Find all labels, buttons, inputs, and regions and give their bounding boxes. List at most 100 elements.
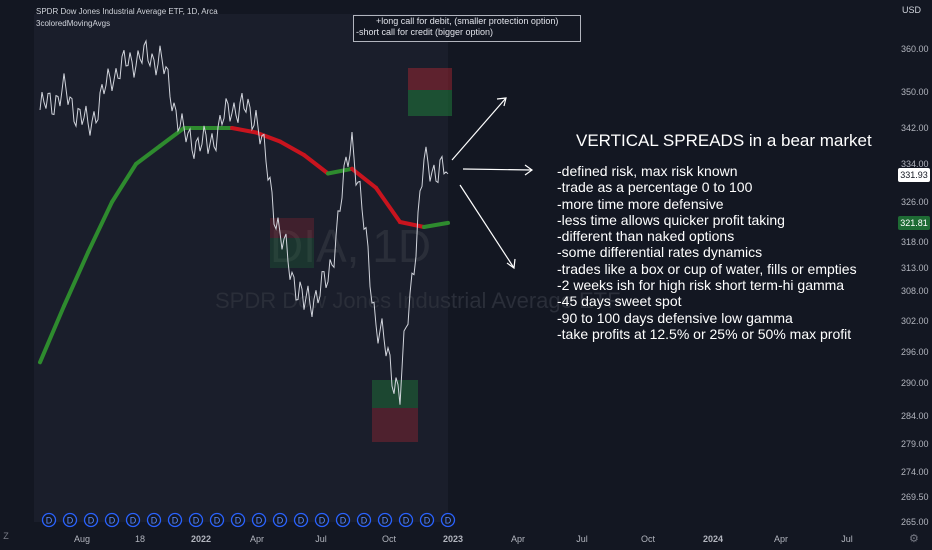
y-tick-label: 290.00: [901, 378, 929, 388]
bullet-item: -2 weeks ish for high risk short term-hi…: [557, 277, 845, 294]
x-tick-label: Jul: [841, 534, 853, 544]
gear-icon[interactable]: ⚙: [909, 533, 919, 545]
dividend-marker: [230, 512, 246, 528]
y-tick-label: 308.00: [901, 286, 929, 296]
x-tick-label: Jul: [576, 534, 588, 544]
x-tick-label: Oct: [641, 534, 656, 544]
y-tick-label: 342.00: [901, 123, 929, 133]
dividend-marker: [335, 512, 351, 528]
y-tick-label: 326.00: [901, 197, 929, 207]
arrow-right-head: [524, 164, 534, 176]
timezone-button[interactable]: Z: [3, 531, 9, 541]
ma-value-label: 321.81: [898, 216, 930, 230]
dividend-marker-label: D: [88, 516, 95, 526]
y-tick-label: 313.00: [901, 263, 929, 273]
dividend-marker: [167, 512, 183, 528]
arrow-up: [451, 97, 507, 161]
bullet-item: -take profits at 12.5% or 25% or 50% max…: [557, 325, 852, 342]
ma-segment: [158, 126, 186, 148]
dividend-marker: [188, 512, 204, 528]
last-price-label: 331.93: [898, 168, 930, 182]
position-boxes: [270, 68, 452, 442]
note-box[interactable]: +long call for debit, (smaller protectio…: [353, 15, 581, 42]
dividend-marker-label: D: [424, 516, 431, 526]
price-line: [39, 39, 449, 405]
target-zone-top: [408, 90, 452, 116]
x-tick-label: 2023: [443, 534, 463, 544]
ma-segment: [326, 166, 354, 176]
watermark-symbol: DIA, 1D: [270, 220, 431, 272]
ma-segment: [38, 304, 66, 365]
dividend-marker: [41, 512, 57, 528]
ma-segment: [110, 162, 138, 204]
x-tick-label: 18: [135, 534, 145, 544]
dividend-marker-label: D: [130, 516, 137, 526]
bullet-item: -defined risk, max risk known: [557, 163, 738, 179]
arrow-right: [462, 168, 533, 171]
dividend-marker-label: D: [193, 516, 200, 526]
bullet-item: -different than naked options: [557, 228, 735, 245]
dividend-marker-label: D: [151, 516, 158, 526]
y-tick-label: 296.00: [901, 347, 929, 357]
dividend-marker-label: D: [445, 516, 452, 526]
note-line-2: -short call for credit (bigger option): [356, 27, 494, 37]
currency-label[interactable]: USD: [902, 5, 922, 15]
dividend-marker: [209, 512, 225, 528]
y-tick-label: 302.00: [901, 316, 929, 326]
y-tick-label: 274.00: [901, 467, 929, 477]
dividend-marker: [356, 512, 372, 528]
dividend-marker-label: D: [214, 516, 221, 526]
dividend-marker: [146, 512, 162, 528]
dividend-marker-label: D: [256, 516, 263, 526]
x-tick-label: Aug: [74, 534, 90, 544]
indicator-label[interactable]: 3coloredMovingAvgs: [36, 19, 111, 28]
arrow-up-head: [496, 97, 507, 107]
note-line-1: +long call for debit, (smaller protectio…: [376, 16, 559, 26]
y-tick-label: 318.00: [901, 237, 929, 247]
ma-segment: [62, 250, 90, 308]
bullet-item: -90 to 100 days defensive low gamma: [557, 309, 793, 326]
dividend-marker-label: D: [109, 516, 116, 526]
dividend-marker: [398, 512, 414, 528]
dividend-marker: [272, 512, 288, 528]
dividend-marker-label: D: [298, 516, 305, 526]
bullet-list: -defined risk, max risk known -trade as …: [557, 163, 857, 342]
chart-title: SPDR Dow Jones Industrial Average ETF, 1…: [36, 7, 218, 16]
bullet-item: -some differential rates dynamics: [557, 244, 763, 261]
target-zone-mid: [270, 238, 314, 268]
ma-segment: [86, 200, 114, 255]
x-tick-label: 2024: [703, 534, 723, 544]
bullet-item: -more time more defensive: [557, 195, 724, 212]
ma-segment: [302, 153, 330, 176]
dividend-marker: [251, 512, 267, 528]
time-axis[interactable]: Aug 18 2022 Apr Jul Oct 2023 Apr Jul Oct 2024 Apr Ju…: [74, 534, 853, 544]
stop-zone-mid: [270, 218, 314, 238]
dividend-marker-label: D: [361, 516, 368, 526]
dividend-marker: [125, 512, 141, 528]
bullet-item: -trades like a box or cup of water, fill…: [557, 260, 857, 277]
scenario-arrows: [451, 97, 534, 270]
ma-segment: [422, 220, 450, 229]
bullet-item: -less time allows quicker profit taking: [557, 211, 785, 228]
ma-segment: [350, 166, 378, 190]
ma-segment: [278, 139, 306, 157]
dividend-marker: [104, 512, 120, 528]
stop-zone-bottom: [372, 408, 418, 442]
price-axis[interactable]: 360.00 350.00 342.00 334.00 326.00 318.00 313.…: [901, 44, 929, 527]
y-tick-label: 269.50: [901, 492, 929, 502]
stop-zone-top: [408, 68, 452, 90]
dividend-marker-label: D: [235, 516, 242, 526]
dividend-marker: [293, 512, 309, 528]
x-tick-label: Oct: [382, 534, 397, 544]
y-tick-label: 284.00: [901, 411, 929, 421]
dividend-marker-label: D: [340, 516, 347, 526]
x-tick-label: Apr: [774, 534, 788, 544]
y-tick-label: 334.00: [901, 159, 929, 169]
arrow-down-head: [506, 258, 516, 270]
x-tick-label: Apr: [250, 534, 264, 544]
x-tick-label: Jul: [315, 534, 327, 544]
moving-average-line: [38, 126, 450, 365]
dividend-marker: [83, 512, 99, 528]
